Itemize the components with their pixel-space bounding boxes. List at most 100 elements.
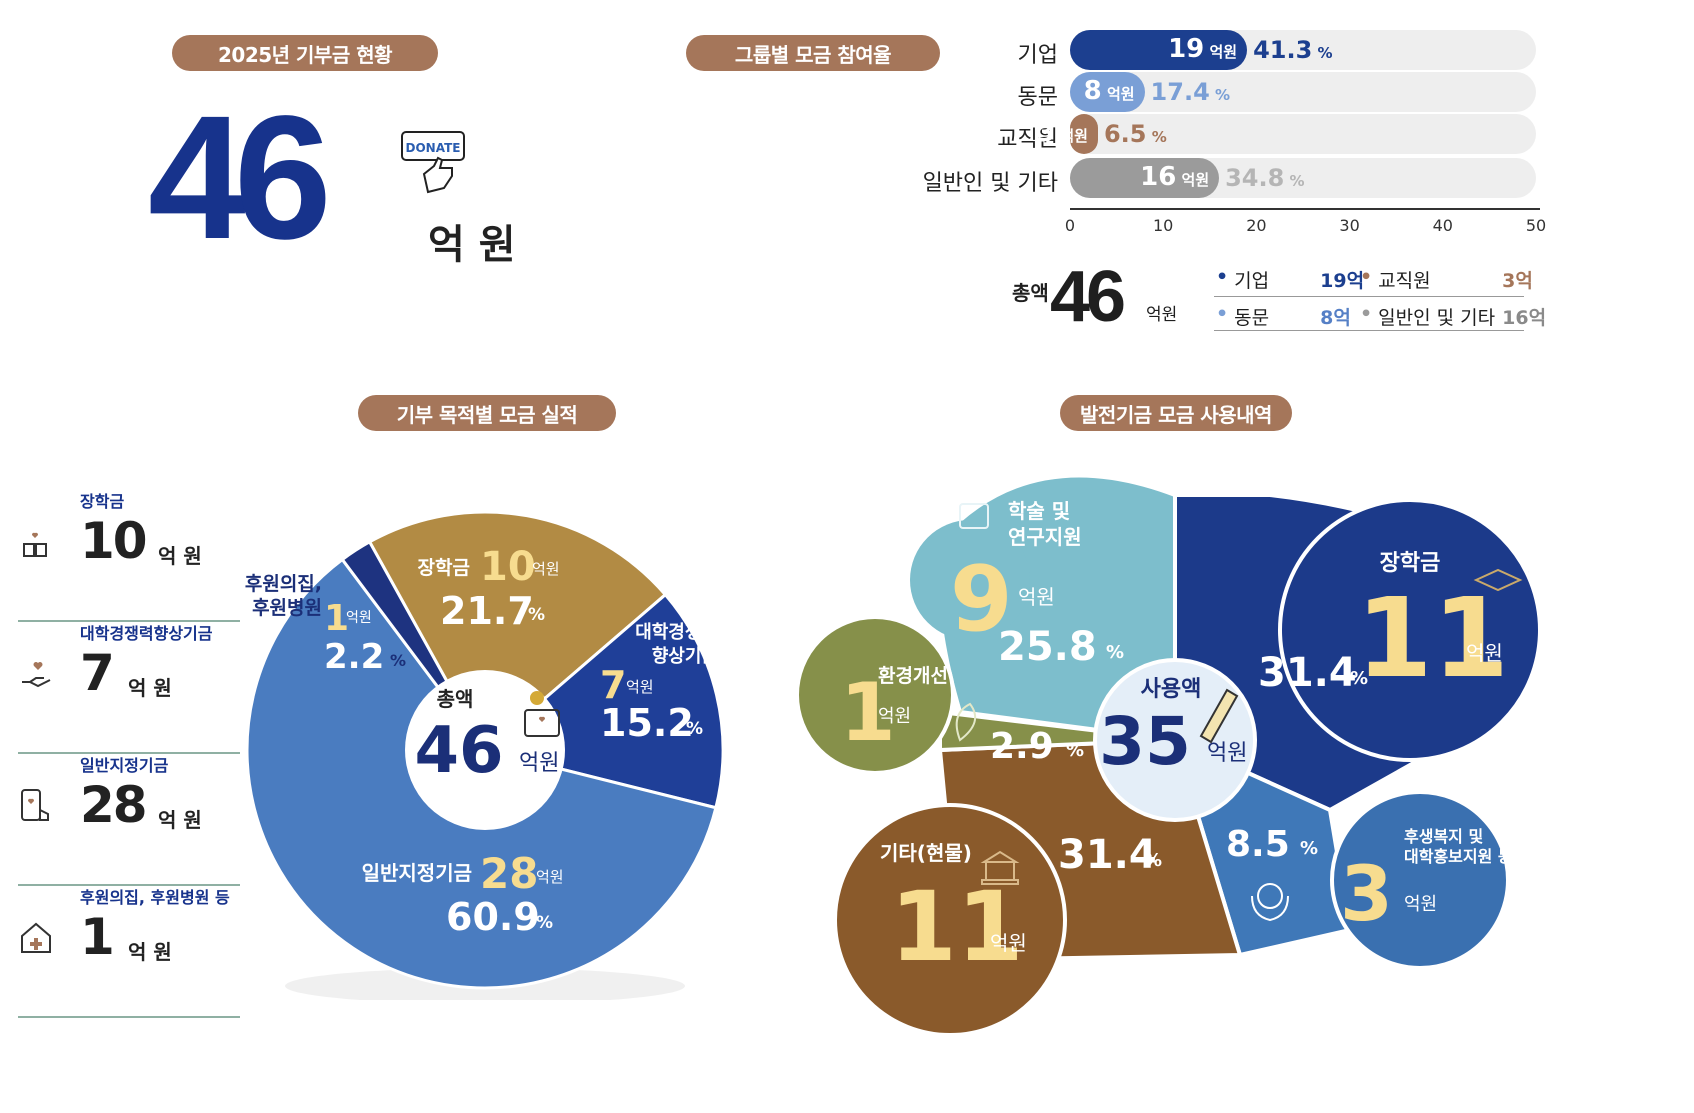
slice-label-scholarship-value: 10 xyxy=(480,544,536,590)
slice-label-support-house-unit: 억원 xyxy=(346,610,372,626)
x-tick-label: 50 xyxy=(1525,216,1547,235)
bar-track: 16 억원 34.8 % xyxy=(1070,158,1536,198)
bar-track: 8 억원 17.4 % xyxy=(1070,72,1536,112)
donut-center-label: 총액 xyxy=(437,687,474,711)
usage-center xyxy=(1093,658,1257,822)
summary-total: 46 xyxy=(1050,257,1126,337)
usage-label-welfare-pct: 8.5 xyxy=(1226,824,1290,865)
bar-percent-label: 6.5 % xyxy=(1103,120,1167,148)
bar xyxy=(1070,114,1098,154)
bar-value-label: 8 억원 xyxy=(1083,76,1135,106)
usage-label-research-value: 9 xyxy=(950,547,1013,652)
house-cross-icon xyxy=(18,920,54,956)
phone-heart-icon xyxy=(18,788,54,824)
usage-label-welfare-unit: 억원 xyxy=(1404,894,1437,915)
usage-label-environment-unit: 억원 xyxy=(878,706,911,727)
usage-label-environment-value: 1 xyxy=(840,666,896,759)
usage-label-research-name2: 연구지원 xyxy=(1008,525,1082,549)
bar-percent-label: 17.4 % xyxy=(1150,78,1231,106)
slice-label-support-house-value: 1 xyxy=(324,598,349,639)
usage-label-welfare-value: 3 xyxy=(1340,849,1393,938)
summary-label: 총액 xyxy=(1012,281,1049,305)
x-tick-label: 10 xyxy=(1153,216,1174,235)
usage-label-research-pct: 25.8 xyxy=(998,624,1097,670)
usage-label-scholarship-name: 장학금 xyxy=(1380,551,1441,576)
bar-value-label: 19 억원 xyxy=(1168,34,1238,64)
usage-center-label: 사용액 xyxy=(1141,677,1202,702)
slice-label-scholarship-unit: 억원 xyxy=(532,560,560,578)
usage-label-scholarship-pct-unit: % xyxy=(1350,668,1368,689)
purpose-pill: 기부 목적별 모금 실적 xyxy=(358,395,616,431)
usage-label-welfare-name1: 후생복지 및 xyxy=(1404,827,1483,846)
slice-label-support-house-pct-unit: % xyxy=(390,651,406,670)
legend-item-general-fund: 일반지정기금 28 억 원 xyxy=(18,752,240,886)
usage-label-environment-pct-unit: % xyxy=(1066,740,1084,761)
usage-label-scholarship-unit: 억원 xyxy=(1466,641,1503,665)
donation-box-icon xyxy=(524,691,560,737)
bar xyxy=(1070,72,1145,112)
summary-item-alumni: • 동문 8억 xyxy=(1216,303,1351,329)
summary-unit: 억원 xyxy=(1146,305,1178,325)
slice-label-competitiveness-name2: 향상기금 xyxy=(652,646,718,667)
book-heart-icon xyxy=(18,524,54,560)
summary-item-staff: • 교직원 3억 xyxy=(1360,266,1533,292)
bar-label: 기업 xyxy=(1017,43,1058,68)
x-axis-line xyxy=(1070,208,1540,210)
usage-label-research-pct-unit: % xyxy=(1106,642,1124,663)
total-value: 46 xyxy=(148,80,332,276)
bar-track: 3 억원 6.5 % xyxy=(1037,114,1536,154)
legend-item-competitiveness: 대학경쟁력향상기금 7 억 원 xyxy=(18,620,240,754)
usage-label-etc-value: 11 xyxy=(890,871,1024,983)
building-icon xyxy=(980,850,1020,885)
bar-percent-label: 34.8 % xyxy=(1225,164,1305,192)
usage-label-research-unit: 억원 xyxy=(1018,585,1055,609)
leaf-icon xyxy=(955,702,977,742)
slice-label-general-fund-unit: 억원 xyxy=(536,868,564,886)
donut-center-unit: 억원 xyxy=(519,751,559,776)
slice-label-general-fund-name: 일반지정기금 xyxy=(362,861,472,885)
slice-label-scholarship-pct-unit: % xyxy=(528,605,545,625)
x-tick-label: 0 xyxy=(1064,216,1076,235)
graduation-cap-icon xyxy=(1473,568,1523,592)
bar-track: 19 억원 41.3 % xyxy=(1070,30,1536,70)
x-tick-label: 20 xyxy=(1246,216,1267,235)
usage-label-etc-pct-unit: % xyxy=(1144,850,1162,871)
slice-label-scholarship-pct: 21.7 xyxy=(440,589,534,633)
bar-label: 일반인 및 기타 xyxy=(922,171,1058,196)
bar-label: 교직원 xyxy=(997,127,1058,152)
usage-bubble-environment xyxy=(795,615,955,775)
usage-label-environment-pct: 2.9 xyxy=(990,726,1054,767)
usage-label-environment-name: 환경개선 xyxy=(878,665,948,687)
usage-label-etc-pct: 31.4 xyxy=(1058,832,1157,878)
slice-label-competitiveness-pct: 15.2 xyxy=(600,701,694,745)
usage-label-etc-name: 기타(현물) xyxy=(880,841,972,865)
bar-percent-label: 41.3 % xyxy=(1253,36,1333,64)
total-unit: 억 원 xyxy=(428,222,516,268)
slice-label-competitiveness-pct-unit: % xyxy=(686,719,703,739)
usage-bubble-welfare xyxy=(1330,790,1510,970)
donut-slice-scholarship xyxy=(367,510,668,753)
usage-label-scholarship-pct: 31.4 xyxy=(1258,650,1357,696)
slice-label-support-house-pct: 2.2 xyxy=(324,637,384,677)
usage-center-value: 35 xyxy=(1099,703,1191,780)
slice-label-support-house-name1: 후원의집, xyxy=(245,573,322,595)
group-bar-chart: 기업 19 억원 41.3 % 동문 8 억원 17.4 % 교직원 3 억원 6.5 % 일반인… xyxy=(920,26,1546,246)
legend-item-scholarship: 장학금 10 억 원 xyxy=(18,488,240,622)
usage-pill: 발전기금 모금 사용내역 xyxy=(1060,395,1292,431)
summary-bottom-line xyxy=(1214,330,1524,331)
total-pill: 2025년 기부금 현황 xyxy=(172,35,438,71)
slice-label-competitiveness-name1: 대학경쟁력 xyxy=(635,621,718,643)
usage-label-scholarship-value: 11 xyxy=(1356,574,1509,702)
hand-heart-icon xyxy=(18,656,54,692)
slice-label-general-fund-value: 28 xyxy=(480,849,538,898)
slice-label-support-house-name2: 후원병원 xyxy=(252,597,322,619)
slice-label-general-fund-pct-unit: % xyxy=(536,913,553,933)
usage-bubble-research xyxy=(910,520,1030,640)
summary-item-company: • 기업 19억 xyxy=(1216,266,1365,292)
globe-hands-icon xyxy=(1251,883,1289,922)
donut-center-value: 46 xyxy=(414,714,503,788)
bar xyxy=(1070,30,1248,70)
summary-item-general: • 일반인 및 기타 16억 xyxy=(1360,303,1547,329)
